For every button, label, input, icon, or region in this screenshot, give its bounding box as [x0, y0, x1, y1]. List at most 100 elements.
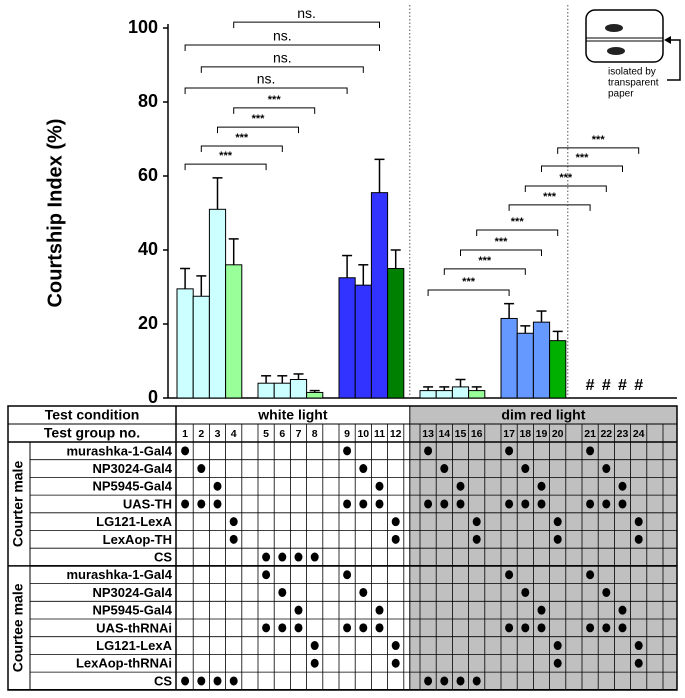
group-dot — [602, 623, 611, 633]
group-number: 12 — [390, 428, 402, 440]
error-bar — [309, 389, 320, 393]
group-dot — [278, 552, 287, 562]
group-dot — [602, 499, 611, 509]
significance-bracket — [233, 107, 316, 114]
significance-label: *** — [478, 255, 492, 267]
group-number: 16 — [471, 428, 483, 440]
row-label: NP3024-Gal4 — [93, 585, 173, 600]
group-dot — [521, 587, 530, 597]
significance-bracket — [557, 147, 640, 154]
error-bar — [358, 264, 369, 286]
group-dot — [262, 570, 271, 580]
group-dot — [505, 446, 514, 456]
significance-bracket — [217, 126, 299, 134]
no-data-mark: # — [634, 377, 643, 394]
group-number: 8 — [312, 428, 318, 440]
group-dot — [586, 570, 595, 580]
group-number: 22 — [600, 428, 612, 440]
group-dot — [602, 464, 611, 474]
group-dot — [618, 623, 627, 633]
inset-label: isolated by — [608, 67, 656, 78]
group-dot — [181, 446, 190, 456]
group-dot — [262, 623, 271, 633]
error-bar — [277, 375, 288, 384]
group-dot — [213, 481, 222, 491]
bar — [306, 391, 324, 399]
group-dot — [553, 658, 562, 668]
no-data-mark: # — [586, 377, 595, 394]
significance-label: *** — [543, 191, 557, 203]
error-bar — [293, 373, 304, 380]
significance-label: *** — [576, 152, 590, 164]
group-dot — [391, 534, 400, 544]
significance-label: *** — [462, 276, 476, 288]
bar — [516, 332, 534, 399]
row-label: UAS-TH — [123, 496, 172, 511]
error-bar — [520, 325, 531, 334]
group-dot — [586, 623, 595, 633]
group-dot — [359, 464, 368, 474]
group-dot — [440, 499, 449, 509]
bar — [208, 208, 227, 399]
group-dot — [634, 641, 643, 651]
group-number: 20 — [552, 428, 564, 440]
significance-bracket — [508, 204, 591, 211]
group-dot — [586, 499, 595, 509]
group-number: 15 — [455, 428, 467, 440]
group-number: 3 — [215, 428, 221, 440]
y-tick-label: 40 — [138, 239, 158, 259]
row-label: NP3024-Gal4 — [93, 461, 173, 476]
bar — [225, 264, 243, 399]
row-label: LexAop-thRNAi — [76, 656, 172, 671]
group-dot — [294, 552, 303, 562]
group-number: 11 — [374, 428, 385, 440]
significance-label: ns. — [297, 5, 316, 21]
group-dot — [343, 623, 352, 633]
group-dot — [181, 676, 190, 686]
group-dot — [553, 517, 562, 527]
group-dot — [213, 499, 222, 509]
group-dot — [634, 534, 643, 544]
error-bar — [212, 177, 223, 210]
group-dot — [229, 676, 238, 686]
bar — [289, 379, 308, 399]
group-number: 5 — [263, 428, 269, 440]
group-number: 23 — [617, 428, 629, 440]
group-number: 18 — [519, 428, 531, 440]
group-dot — [440, 464, 449, 474]
row-label: LexAop-TH — [103, 532, 172, 547]
group-dot — [456, 481, 465, 491]
group-dot — [537, 605, 546, 615]
y-tick-label: 80 — [138, 91, 158, 111]
group-dot — [586, 446, 595, 456]
bar — [176, 288, 194, 399]
table-header: white light — [257, 407, 328, 423]
group-dot — [618, 481, 627, 491]
bar — [435, 390, 453, 399]
group-dot — [521, 623, 530, 633]
error-bar — [455, 378, 466, 387]
bar — [192, 295, 210, 399]
row-label: CS — [154, 549, 172, 564]
arrow-head — [664, 36, 671, 44]
group-number: 13 — [422, 428, 434, 440]
row-label: LG121-LexA — [96, 638, 172, 653]
inset-label: paper — [608, 89, 634, 100]
group-dot — [213, 676, 222, 686]
error-bar — [374, 158, 385, 193]
group-dot — [197, 464, 206, 474]
group-dot — [359, 499, 368, 509]
significance-label: *** — [495, 236, 509, 248]
chamber — [585, 9, 664, 63]
group-dot — [262, 552, 271, 562]
bar — [500, 317, 518, 399]
table-header: Test condition — [45, 407, 140, 423]
group-number: 10 — [357, 428, 369, 440]
group-dot — [618, 499, 627, 509]
significance-bracket — [184, 44, 380, 52]
group-dot — [553, 534, 562, 544]
error-bar — [180, 267, 191, 289]
group-dot — [375, 623, 384, 633]
group-dot — [634, 517, 643, 527]
group-dot — [375, 481, 384, 491]
